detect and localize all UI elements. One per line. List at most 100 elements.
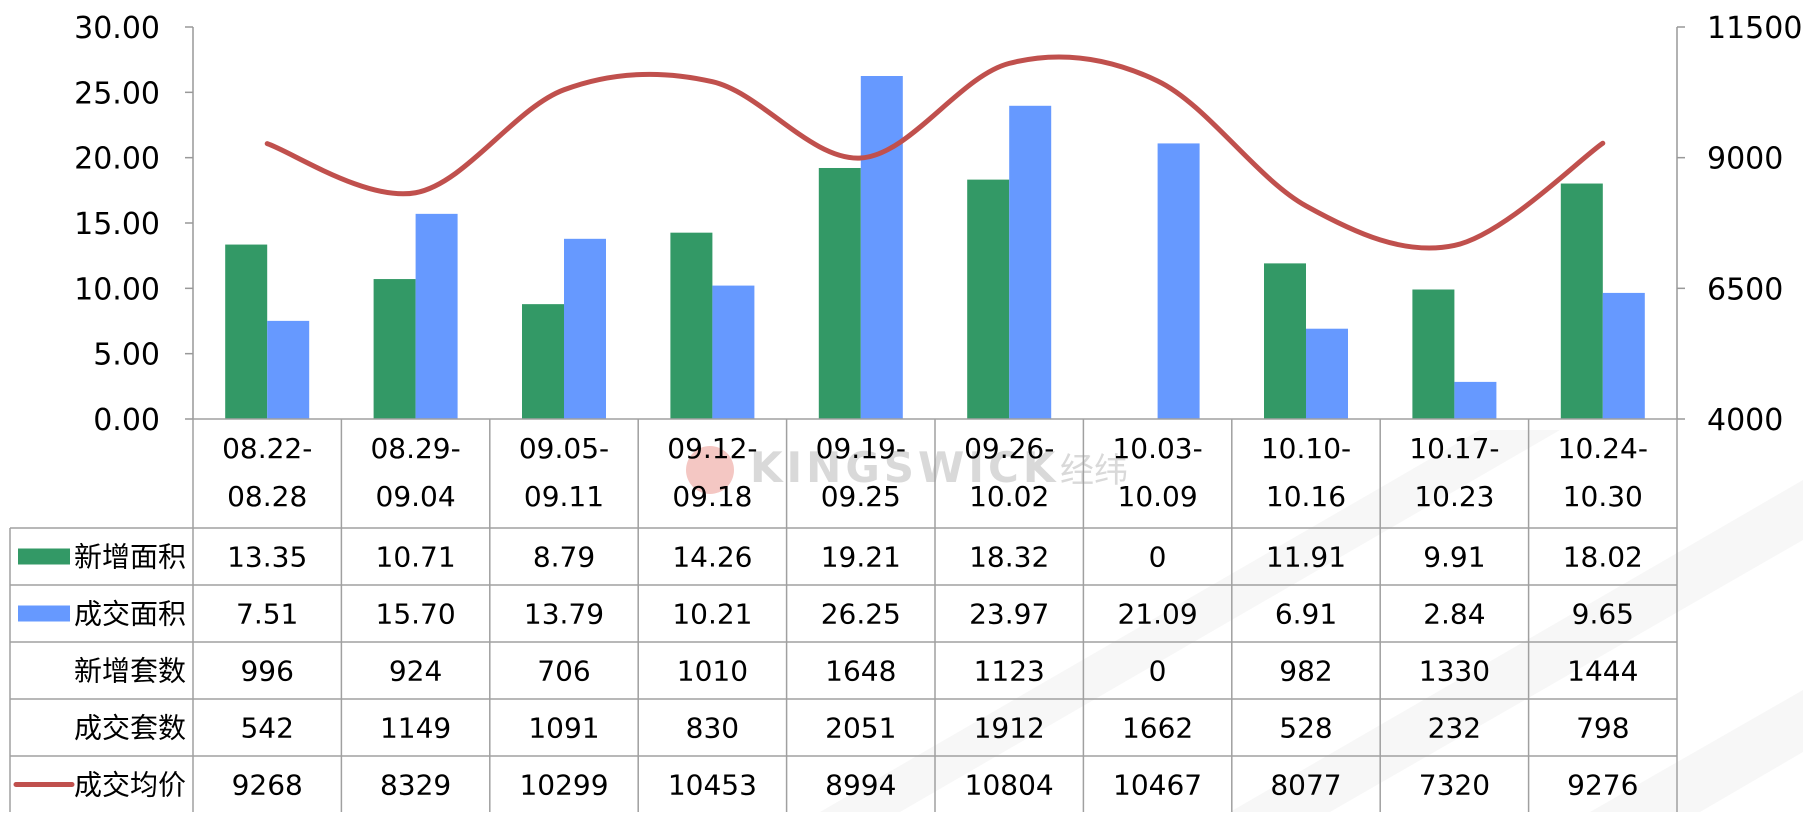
bar-new-area (967, 179, 1010, 419)
bar-new-area (1412, 289, 1455, 419)
bar-new-area (670, 232, 713, 419)
category-label-line1: 10.03- (1112, 432, 1202, 465)
category-label-line1: 09.19- (816, 432, 906, 465)
category-label-line1: 09.26- (964, 432, 1054, 465)
bg-stripe (820, 430, 1560, 812)
table-cell: 10.71 (376, 541, 456, 574)
table-cell: 7320 (1419, 769, 1490, 802)
category-label-line1: 10.17- (1409, 432, 1499, 465)
table-cell: 10.21 (672, 598, 752, 631)
table-cell: 11.91 (1266, 541, 1346, 574)
table-cell: 8.79 (533, 541, 595, 574)
bar-deal-area (415, 213, 458, 419)
table-cell: 7.51 (236, 598, 298, 631)
left-tick-label: 10.00 (74, 272, 160, 307)
category-label-line2: 10.16 (1266, 480, 1346, 513)
right-tick-label: 6500 (1707, 272, 1783, 307)
line-layer (264, 54, 1606, 251)
line-point (712, 81, 713, 82)
line-point (1306, 205, 1307, 206)
table-cell: 2051 (825, 712, 896, 745)
data-table: 08.22- 08.28 08.29- 09.04 09.05- 09.11 09.12- 0… (9, 418, 1678, 814)
right-tick-label: 9000 (1707, 142, 1783, 177)
table-cell: 1444 (1567, 655, 1638, 688)
table-cell: 1330 (1419, 655, 1490, 688)
bar-new-area (1264, 263, 1306, 419)
bar-new-area (1560, 183, 1603, 419)
bg-stripe (1590, 690, 1803, 812)
category-label-line1: 09.12- (667, 432, 757, 465)
left-tick-label: 30.00 (74, 11, 160, 46)
table-cell: 1010 (677, 655, 748, 688)
table-cell: 982 (1279, 655, 1332, 688)
table-cell: 18.02 (1563, 541, 1643, 574)
line-point (1454, 245, 1455, 246)
table-cell: 13.79 (524, 598, 604, 631)
left-tick-label: 5.00 (93, 338, 160, 373)
table-cell: 924 (389, 655, 442, 688)
line-point (564, 89, 565, 90)
right-tick-label: 11500 (1707, 11, 1802, 46)
table-cell: 232 (1428, 712, 1481, 745)
bar-deal-area (564, 238, 606, 419)
bar-new-area (818, 167, 861, 419)
left-tick-label: 0.00 (93, 403, 160, 438)
table-cell: 18.32 (969, 541, 1049, 574)
bar-deal-area (1454, 381, 1497, 419)
table-cell: 23.97 (969, 598, 1049, 631)
table-cell: 19.21 (821, 541, 901, 574)
category-label-line2: 09.04 (376, 480, 456, 513)
row-label: 成交套数 (74, 712, 186, 745)
table-cell: 1149 (380, 712, 451, 745)
table-cell: 1648 (825, 655, 896, 688)
right-tick-label: 4000 (1707, 403, 1783, 438)
bar-deal-area (1157, 143, 1200, 419)
row-label: 新增套数 (74, 655, 186, 688)
table-cell: 9268 (232, 769, 303, 802)
category-label-line2: 09.11 (524, 480, 604, 513)
bg-stripe (1230, 480, 1803, 812)
category-label-line1: 08.29- (370, 432, 460, 465)
bar-new-area (522, 304, 564, 419)
left-tick-label: 15.00 (74, 207, 160, 242)
category-label-line2: 09.25 (821, 480, 901, 513)
legend-key-new-area (18, 548, 70, 565)
category-label-line1: 08.22- (222, 432, 312, 465)
series-line-avg-price (264, 54, 1606, 251)
category-label-line1: 10.24- (1558, 432, 1648, 465)
table-cell: 10804 (965, 769, 1054, 802)
category-label-line1: 09.05- (519, 432, 609, 465)
table-cell: 798 (1576, 712, 1629, 745)
bar-deal-area (860, 76, 903, 419)
table-cell: 1912 (974, 712, 1045, 745)
legend-key-deal-area (18, 605, 70, 622)
bar-deal-area (267, 320, 310, 419)
table-cell: 2.84 (1423, 598, 1485, 631)
category-label-line1: 10.10- (1261, 432, 1351, 465)
table-cell: 21.09 (1118, 598, 1198, 631)
axes-layer: 0.00 5.00 10.00 15.00 20.00 25.00 30.00 4000 650… (74, 11, 1802, 438)
table-cell: 528 (1279, 712, 1332, 745)
watermark-brand-cn: 经纬 (1060, 451, 1128, 491)
table-cell: 1662 (1122, 712, 1193, 745)
table-cell: 8329 (380, 769, 451, 802)
bars-layer (225, 76, 1645, 420)
table-cell: 9276 (1567, 769, 1638, 802)
table-cell: 8077 (1270, 769, 1341, 802)
table-cell: 15.70 (376, 598, 456, 631)
line-point (1009, 63, 1010, 64)
line-point (860, 157, 861, 158)
bar-deal-area (1009, 105, 1052, 420)
table-cell: 706 (537, 655, 590, 688)
bar-deal-area (1602, 292, 1645, 419)
table-cell: 10467 (1113, 769, 1202, 802)
table-cell: 9.91 (1423, 541, 1485, 574)
table-cell: 8994 (825, 769, 896, 802)
table-cell: 1123 (974, 655, 1045, 688)
bar-new-area (373, 279, 416, 419)
left-tick-label: 20.00 (74, 142, 160, 177)
bar-deal-area (1306, 328, 1348, 419)
table-cell: 14.26 (672, 541, 752, 574)
bar-deal-area (712, 285, 755, 419)
line-point (415, 192, 416, 193)
